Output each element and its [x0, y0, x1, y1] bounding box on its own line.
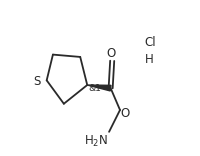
Text: Cl: Cl: [144, 36, 155, 49]
Text: S: S: [33, 75, 41, 88]
Text: H$_2$N: H$_2$N: [83, 134, 107, 149]
Text: &1: &1: [88, 84, 101, 93]
Text: H: H: [144, 53, 152, 66]
Polygon shape: [87, 85, 110, 91]
Text: O: O: [105, 46, 115, 60]
Text: O: O: [119, 107, 129, 120]
